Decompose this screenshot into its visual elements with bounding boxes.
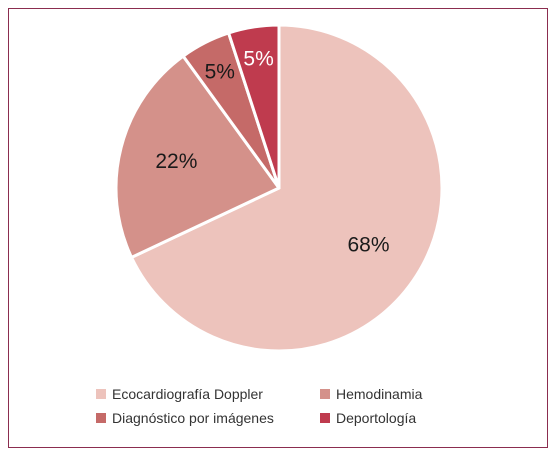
data-label-deportologia: 5% xyxy=(243,48,273,71)
legend-label: Deportología xyxy=(336,410,417,426)
pie-labels: 68% 22% 5% 5% xyxy=(155,48,389,257)
legend-label: Diagnóstico por imágenes xyxy=(112,410,274,426)
legend-label: Ecocardiografía Doppler xyxy=(112,386,263,402)
data-label-ecocardiografia: 68% xyxy=(347,233,389,256)
legend-item-diagnostico: Diagnóstico por imágenes xyxy=(96,410,320,426)
data-label-hemodinamia: 22% xyxy=(155,150,197,173)
pie-slice-hemodinamia xyxy=(114,54,281,259)
legend-item-deportologia: Deportología xyxy=(320,410,470,426)
legend-label: Hemodinamia xyxy=(336,386,423,402)
legend-swatch xyxy=(96,389,106,399)
legend-item-ecocardiografia: Ecocardiografía Doppler xyxy=(96,386,320,402)
data-label-diagnostico: 5% xyxy=(205,60,235,83)
pie-slice-ecocardiografia xyxy=(130,23,444,353)
legend-swatch xyxy=(320,389,330,399)
legend-item-hemodinamia: Hemodinamia xyxy=(320,386,470,402)
pie-slices xyxy=(114,23,444,353)
legend-swatch xyxy=(320,413,330,423)
legend: Ecocardiografía Doppler Hemodinamia Diag… xyxy=(96,386,476,426)
legend-swatch xyxy=(96,413,106,423)
pie-slice-deportologia xyxy=(227,23,281,190)
